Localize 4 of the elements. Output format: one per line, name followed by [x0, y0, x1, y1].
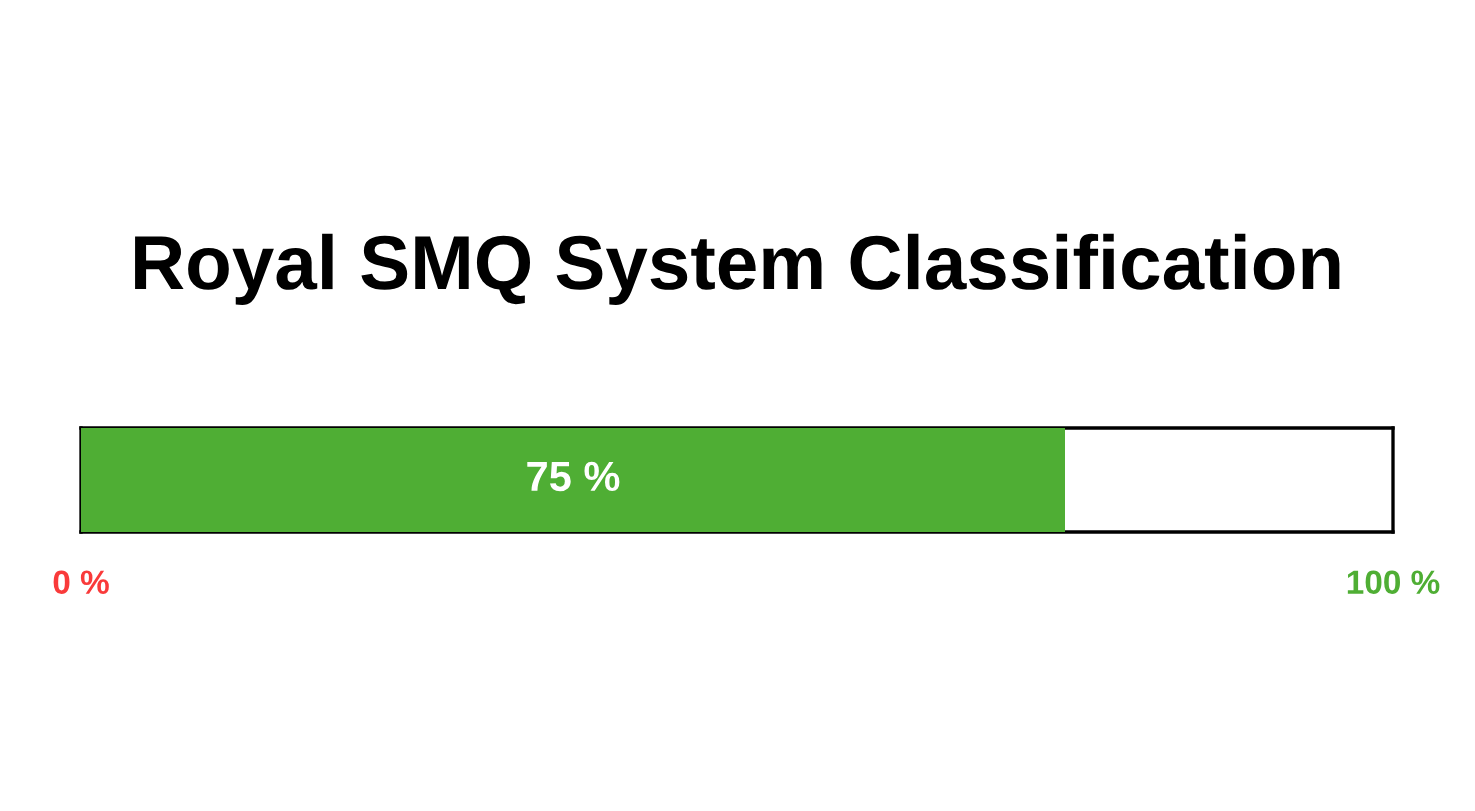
x-tick-label: 0 %	[53, 570, 109, 594]
chart-title: Royal SMQ System Classification	[135, 233, 1340, 305]
data-label: 75 %	[527, 461, 620, 492]
x-tick-label: 100 %	[1347, 570, 1440, 594]
